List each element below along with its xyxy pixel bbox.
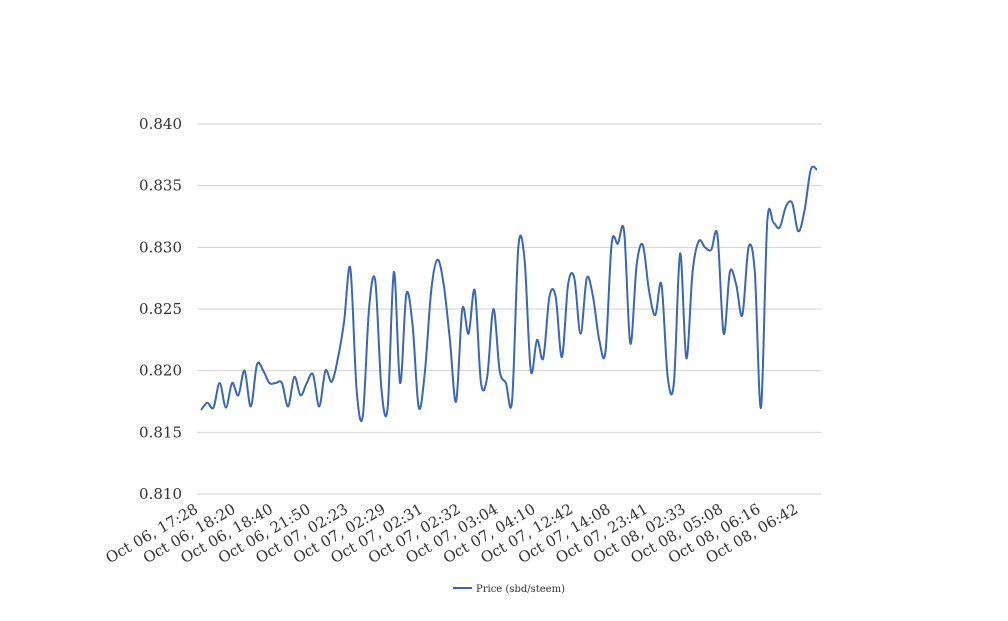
- y-tick-label: 0.840: [139, 115, 182, 133]
- grid-lines: [197, 123, 821, 495]
- legend: Price (sbd/steem): [453, 584, 565, 595]
- y-tick-label: 0.830: [139, 238, 182, 256]
- legend-label-price: Price (sbd/steem): [476, 584, 565, 595]
- series-lines: [200, 165, 818, 423]
- series-line-price: [200, 165, 818, 423]
- y-tick-label: 0.825: [139, 300, 182, 318]
- y-tick-label: 0.835: [139, 177, 182, 195]
- y-tick-label: 0.810: [139, 485, 182, 503]
- y-axis-tick-labels: 0.810 0.815 0.820 0.825 0.830 0.835 0.840: [139, 115, 182, 503]
- y-tick-label: 0.815: [139, 423, 182, 441]
- y-tick-label: 0.820: [139, 362, 182, 380]
